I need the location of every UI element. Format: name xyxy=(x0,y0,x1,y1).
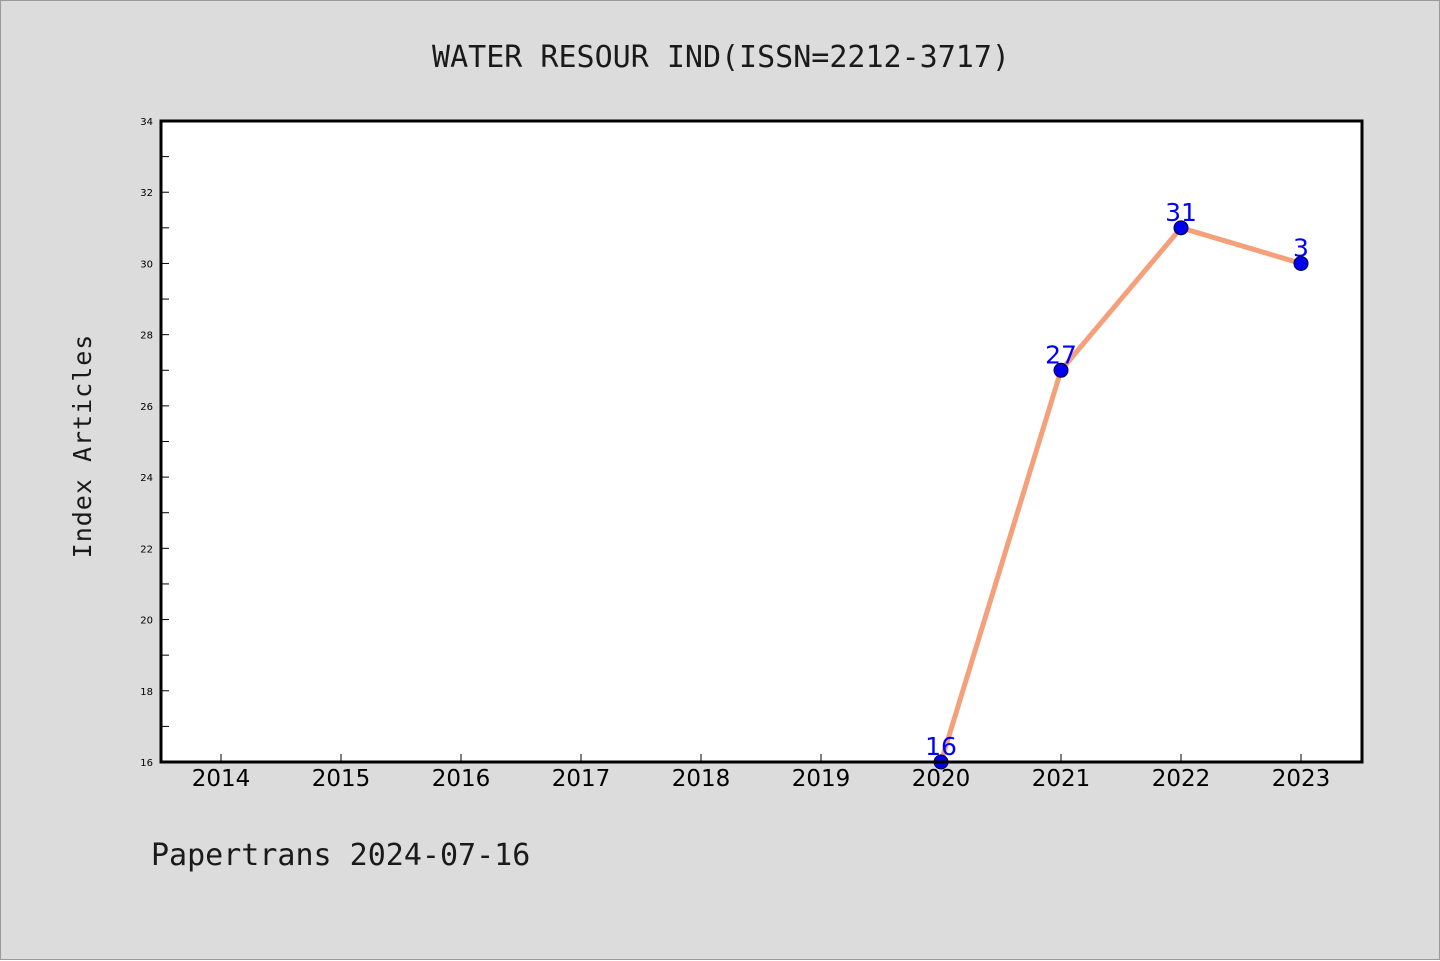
y-tick-label: 30 xyxy=(140,259,153,270)
x-tick-label: 2020 xyxy=(912,766,971,792)
y-tick-label: 26 xyxy=(140,402,153,413)
data-label: 27 xyxy=(1045,340,1077,369)
plot-border xyxy=(159,119,1364,764)
data-point xyxy=(1053,362,1069,378)
x-tick-label: 2014 xyxy=(192,766,251,792)
data-label: 3 xyxy=(1293,233,1309,262)
x-tick-label: 2021 xyxy=(1032,766,1091,792)
data-label: 16 xyxy=(925,732,957,761)
y-tick-label: 28 xyxy=(140,331,153,342)
y-tick-label: 16 xyxy=(140,758,153,769)
plot-area xyxy=(161,121,1362,762)
series-line xyxy=(938,225,1304,765)
x-tick-label: 2017 xyxy=(552,766,611,792)
chart-title: WATER RESOUR IND(ISSN=2212-3717) xyxy=(432,40,1010,75)
y-tick-label: 22 xyxy=(140,544,153,555)
x-tick-label: 2019 xyxy=(792,766,851,792)
series-line-layer xyxy=(938,225,1304,765)
data-point xyxy=(1293,255,1309,271)
footer-source-date: Papertrans 2024-07-16 xyxy=(151,838,530,873)
data-point xyxy=(1173,220,1189,236)
y-tick-label: 24 xyxy=(140,473,153,484)
y-tick-label: 34 xyxy=(140,117,153,128)
x-tick-label: 2015 xyxy=(312,766,371,792)
y-tick-label: 20 xyxy=(140,616,153,627)
y-tick-label: 18 xyxy=(140,687,153,698)
data-labels: 16 27 31 3 xyxy=(925,198,1309,761)
x-tick-label: 2023 xyxy=(1272,766,1331,792)
y-tick-label: 32 xyxy=(140,188,153,199)
data-label: 31 xyxy=(1165,198,1197,227)
x-tick-label: 2018 xyxy=(672,766,731,792)
y-axis-label: Index Articles xyxy=(68,334,97,559)
x-tick-label: 2022 xyxy=(1152,766,1211,792)
x-tick-label: 2016 xyxy=(432,766,491,792)
